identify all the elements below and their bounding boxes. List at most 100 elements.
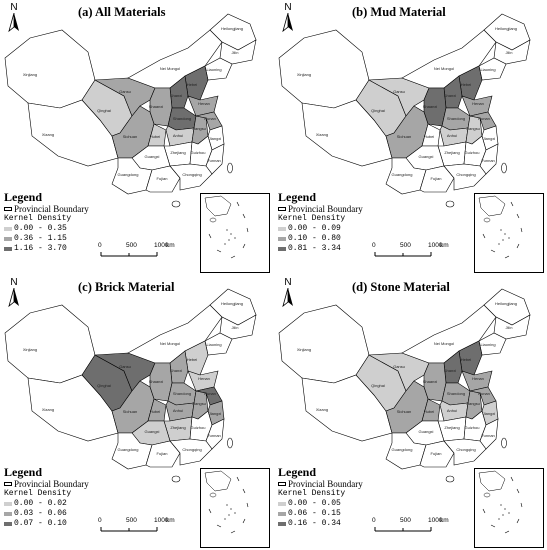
province-label: Fujian	[431, 176, 442, 181]
scale-tick-label: 0	[372, 517, 376, 524]
legend-title: Legend	[4, 190, 43, 204]
inset-map	[478, 195, 523, 259]
scale-tick-label: 1000	[154, 242, 169, 249]
province-label: Shanxi	[170, 368, 182, 373]
province-label: Guangxi	[419, 429, 434, 434]
legend-class: 0.00 - 0.02	[4, 499, 89, 509]
scale-unit: km	[440, 517, 449, 524]
province-label: Chongqing	[182, 172, 201, 177]
boundary-swatch	[278, 207, 286, 211]
province-label: Jiangxi	[483, 136, 496, 141]
province-label: Chongqing	[182, 447, 201, 452]
north-label: N	[10, 277, 18, 288]
province-label: Jiangxi	[483, 411, 496, 416]
province-xinjiang	[278, 29, 370, 109]
province-label: Jiangxi	[209, 136, 222, 141]
province-label: Jilin	[232, 50, 239, 55]
legend-class: 0.81 - 3.34	[278, 244, 363, 254]
province-xinjiang	[278, 304, 370, 384]
province-label: Zhejiang	[170, 425, 185, 430]
province-label: Yunnan	[481, 158, 495, 163]
hainan-island	[171, 475, 181, 483]
province-shandong	[461, 370, 493, 392]
province-label: Hunan	[204, 391, 216, 396]
taiwan-island	[501, 162, 507, 174]
scale-bar-line	[374, 252, 432, 257]
province-label: Xizang	[316, 132, 328, 137]
province-label: Guizhou	[191, 150, 206, 155]
province-label: Jilin	[506, 50, 513, 55]
panel-title: (c) Brick Material	[78, 280, 175, 294]
province-label: Heilongjiang	[495, 301, 517, 306]
boundary-swatch	[4, 207, 12, 211]
legend-class: 0.00 - 0.09	[278, 224, 363, 234]
legend-title: Legend	[278, 190, 317, 204]
scale-bar: 0 500 1000 km	[372, 242, 494, 260]
province-label: Zhejiang	[444, 425, 459, 430]
boundary-swatch	[4, 482, 12, 486]
scale-unit: km	[166, 517, 175, 524]
china-map: Xinjiang Xizang Qinghai Gansu Nei Mongol Heil…	[4, 13, 257, 208]
province-label: Qinghai	[97, 383, 111, 388]
legend: Legend Provincial Boundary Kernel Density 0…	[4, 190, 89, 254]
province-label: Shanxi	[444, 93, 456, 98]
province-label: Shandong	[173, 391, 191, 396]
legend-class: 0.07 - 0.10	[4, 519, 89, 529]
legend-boundary: Provincial Boundary	[4, 204, 89, 214]
province-label: Nei Mongol	[160, 341, 180, 346]
province-label: Henan	[198, 101, 210, 106]
province-label: Gansu	[393, 364, 405, 369]
north-arrow: N	[4, 277, 24, 313]
north-arrow-icon	[282, 287, 293, 308]
scale-tick-label: 1000	[428, 517, 443, 524]
hainan-island	[445, 475, 455, 483]
province-guangdong	[443, 438, 487, 466]
province-label: Xinjiang	[297, 347, 311, 352]
scale-tick-label: 1000	[428, 242, 443, 249]
province-label: Heilongjiang	[495, 26, 517, 31]
scale-tick-label: 500	[126, 242, 137, 249]
province-shandong	[187, 370, 219, 392]
province-label: Yunnan	[207, 158, 221, 163]
class-swatch	[278, 237, 286, 241]
north-arrow: N	[4, 2, 24, 38]
province-label: Shandong	[447, 116, 465, 121]
north-arrow: N	[278, 2, 298, 38]
province-guangdong	[169, 163, 213, 191]
province-label: Jiangsu	[466, 126, 480, 131]
south-china-sea-inset	[474, 193, 544, 273]
scale-unit: km	[166, 242, 175, 249]
inset-map	[204, 470, 249, 534]
province-label: Hebei	[461, 82, 472, 87]
class-swatch	[4, 512, 12, 516]
province-label: Gansu	[119, 364, 131, 369]
legend-class: 0.06 - 0.15	[278, 509, 363, 519]
province-label: Fujian	[157, 451, 168, 456]
province-label: Guangxi	[145, 154, 160, 159]
north-label: N	[284, 277, 292, 288]
legend-class: 0.00 - 0.05	[278, 499, 363, 509]
province-label: Hebei	[461, 357, 472, 362]
province-label: Henan	[472, 376, 484, 381]
hainan-island	[445, 200, 455, 208]
north-arrow: N	[278, 277, 298, 313]
province-label: Hubei	[150, 409, 161, 414]
province-label: Jiangsu	[192, 126, 206, 131]
province-label: Shaanxi	[423, 379, 438, 384]
legend-title: Legend	[4, 465, 43, 479]
province-label: Jilin	[232, 325, 239, 330]
scale-tick-label: 0	[98, 242, 102, 249]
legend-class-label: 0.06 - 0.15	[288, 509, 341, 518]
province-label: Liaoning	[480, 67, 495, 72]
province-label: Guangxi	[145, 429, 160, 434]
north-arrow-icon	[8, 287, 19, 308]
legend-class: 1.16 - 3.70	[4, 244, 89, 254]
legend-boundary-label: Provincial Boundary	[14, 204, 89, 214]
legend-class-label: 0.03 - 0.06	[14, 509, 67, 518]
province-label: Shandong	[173, 116, 191, 121]
legend-class-label: 0.07 - 0.10	[14, 519, 67, 528]
province-label: Xizang	[42, 132, 54, 137]
province-guangdong	[443, 163, 487, 191]
china-map: Xinjiang Xizang Qinghai Gansu Nei Mongol Heil…	[4, 288, 257, 483]
class-swatch	[4, 522, 12, 526]
